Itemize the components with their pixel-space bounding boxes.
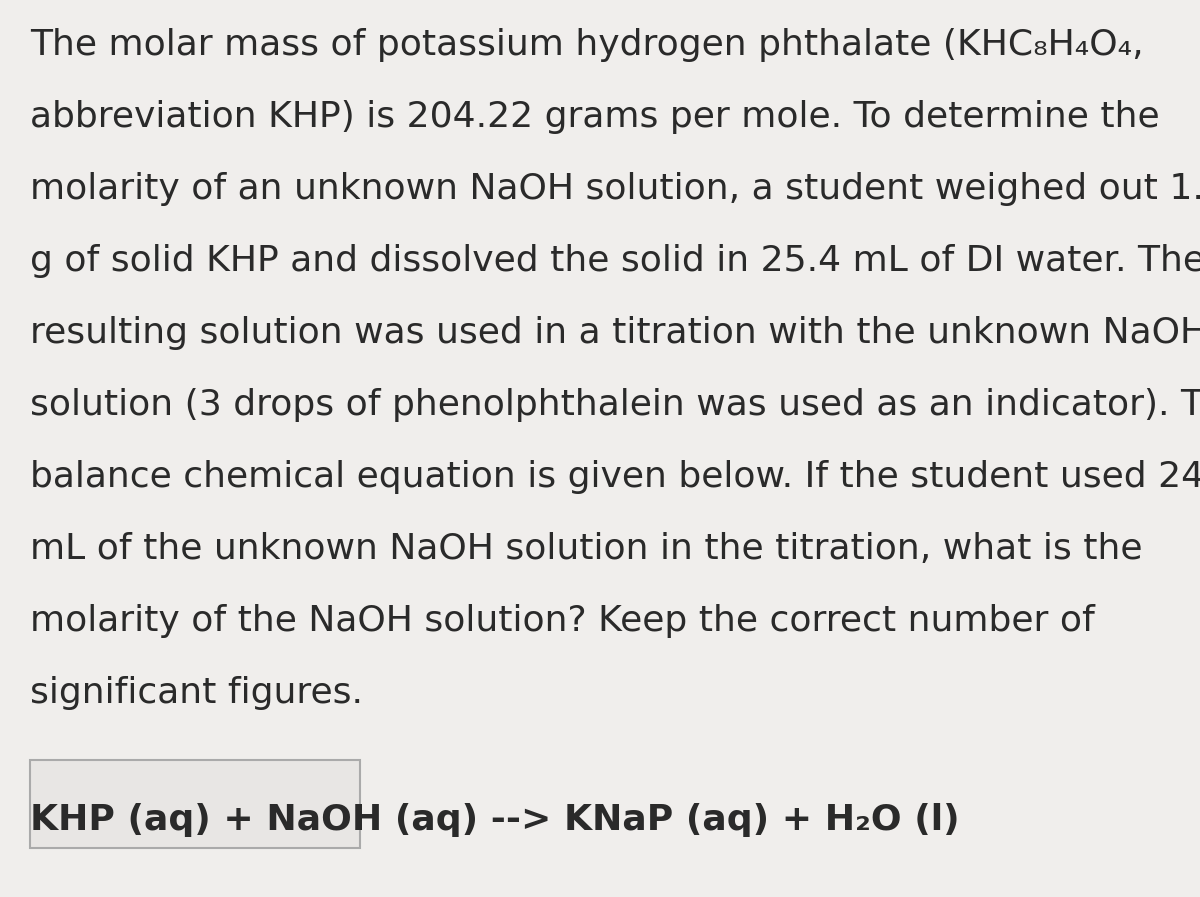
Text: balance chemical equation is given below. If the student used 24.71: balance chemical equation is given below… — [30, 460, 1200, 494]
Text: molarity of the NaOH solution? Keep the correct number of: molarity of the NaOH solution? Keep the … — [30, 604, 1094, 638]
Text: g of solid KHP and dissolved the solid in 25.4 mL of DI water. The: g of solid KHP and dissolved the solid i… — [30, 244, 1200, 278]
Text: molarity of an unknown NaOH solution, a student weighed out 1.32: molarity of an unknown NaOH solution, a … — [30, 172, 1200, 206]
Text: mL of the unknown NaOH solution in the titration, what is the: mL of the unknown NaOH solution in the t… — [30, 532, 1142, 566]
Text: The molar mass of potassium hydrogen phthalate (KHC₈H₄O₄,: The molar mass of potassium hydrogen pht… — [30, 28, 1144, 62]
Text: significant figures.: significant figures. — [30, 676, 364, 710]
FancyBboxPatch shape — [30, 760, 360, 848]
Text: resulting solution was used in a titration with the unknown NaOH: resulting solution was used in a titrati… — [30, 316, 1200, 350]
Text: KHP (aq) + NaOH (aq) --> KNaP (aq) + H₂O (l): KHP (aq) + NaOH (aq) --> KNaP (aq) + H₂O… — [30, 803, 960, 837]
Text: abbreviation KHP) is 204.22 grams per mole. To determine the: abbreviation KHP) is 204.22 grams per mo… — [30, 100, 1159, 134]
Text: solution (3 drops of phenolphthalein was used as an indicator). The: solution (3 drops of phenolphthalein was… — [30, 388, 1200, 422]
